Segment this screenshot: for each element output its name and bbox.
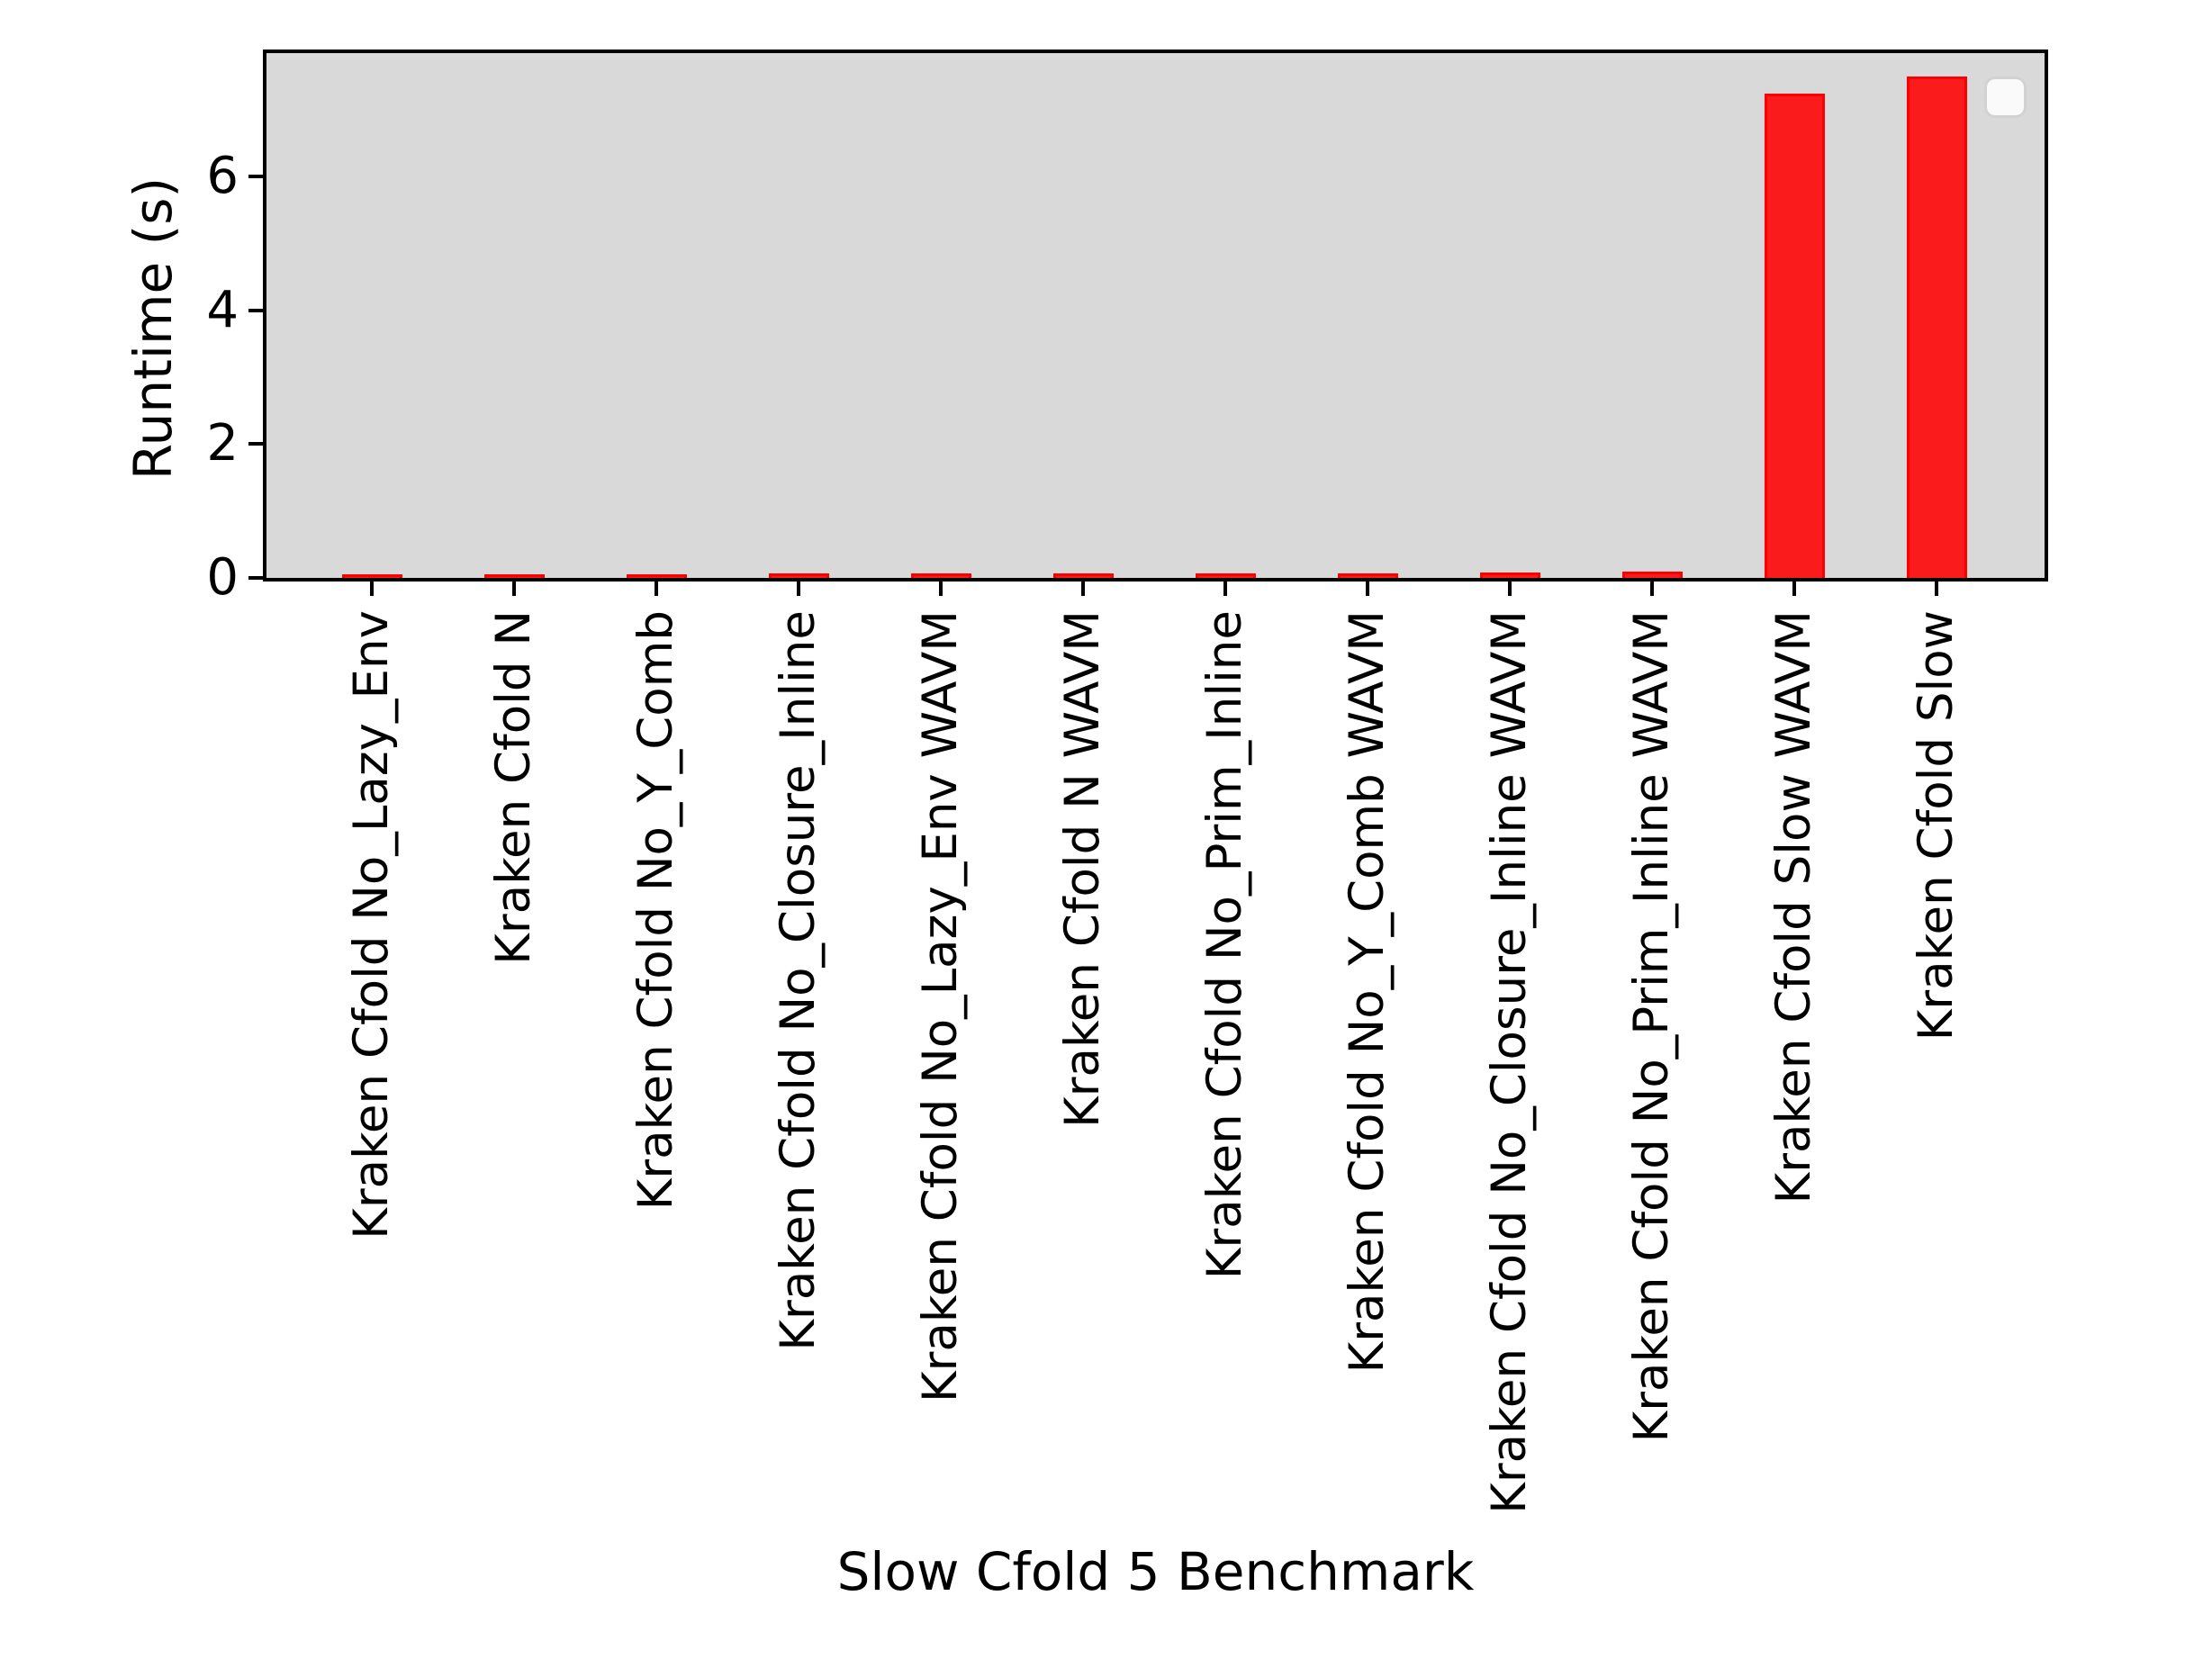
x-axis-label: Slow Cfold 5 Benchmark bbox=[836, 1541, 1475, 1602]
x-tick-label: Kraken Cfold No_Closure_Inline WAVM bbox=[1481, 610, 1537, 1514]
x-tick-label: Kraken Cfold No_Lazy_Env WAVM bbox=[912, 610, 968, 1403]
y-tick bbox=[248, 576, 263, 580]
x-tick bbox=[1223, 582, 1227, 596]
y-tick bbox=[248, 308, 263, 312]
bar bbox=[626, 574, 687, 578]
bar bbox=[910, 573, 971, 578]
legend-box-empty bbox=[1984, 77, 2027, 118]
x-tick bbox=[1935, 582, 1938, 596]
bar bbox=[1195, 573, 1256, 578]
bar bbox=[1621, 572, 1683, 578]
x-tick-label: Kraken Cfold Slow WAVM bbox=[1765, 610, 1821, 1204]
bar bbox=[1906, 77, 1967, 578]
x-tick bbox=[939, 582, 943, 596]
y-tick-label: 2 bbox=[206, 414, 239, 473]
y-tick bbox=[248, 175, 263, 179]
x-tick-label: Kraken Cfold No_Prim_Inline bbox=[1196, 610, 1252, 1280]
bar bbox=[1052, 573, 1114, 578]
x-tick bbox=[1081, 582, 1085, 596]
bar bbox=[768, 573, 829, 578]
x-tick-label: Kraken Cfold No_Y_Comb WAVM bbox=[1339, 610, 1395, 1374]
x-tick bbox=[1508, 582, 1512, 596]
x-tick-label: Kraken Cfold N bbox=[485, 610, 541, 965]
bar bbox=[1479, 573, 1540, 578]
bar bbox=[1337, 573, 1398, 578]
x-tick-label: Kraken Cfold Slow bbox=[1908, 610, 1964, 1041]
bar bbox=[483, 574, 545, 578]
x-tick-label: Kraken Cfold N WAVM bbox=[1054, 610, 1110, 1129]
y-tick bbox=[248, 442, 263, 446]
y-tick-label: 4 bbox=[206, 280, 239, 339]
x-tick-label: Kraken Cfold No_Y_Comb bbox=[627, 610, 683, 1211]
x-tick bbox=[512, 582, 516, 596]
plot-area bbox=[263, 50, 2048, 582]
x-tick bbox=[797, 582, 800, 596]
x-tick-label: Kraken Cfold No_Prim_Inline WAVM bbox=[1623, 610, 1679, 1443]
x-tick bbox=[1792, 582, 1796, 596]
x-tick bbox=[1650, 582, 1654, 596]
bar bbox=[341, 574, 402, 578]
bar bbox=[1764, 94, 1825, 578]
x-tick-label: Kraken Cfold No_Lazy_Env bbox=[343, 610, 399, 1240]
x-tick bbox=[655, 582, 658, 596]
y-tick-label: 0 bbox=[206, 548, 239, 607]
x-tick bbox=[370, 582, 374, 596]
x-tick bbox=[1366, 582, 1369, 596]
x-tick-label: Kraken Cfold No_Closure_Inline bbox=[770, 610, 826, 1351]
y-tick-label: 6 bbox=[206, 147, 239, 206]
